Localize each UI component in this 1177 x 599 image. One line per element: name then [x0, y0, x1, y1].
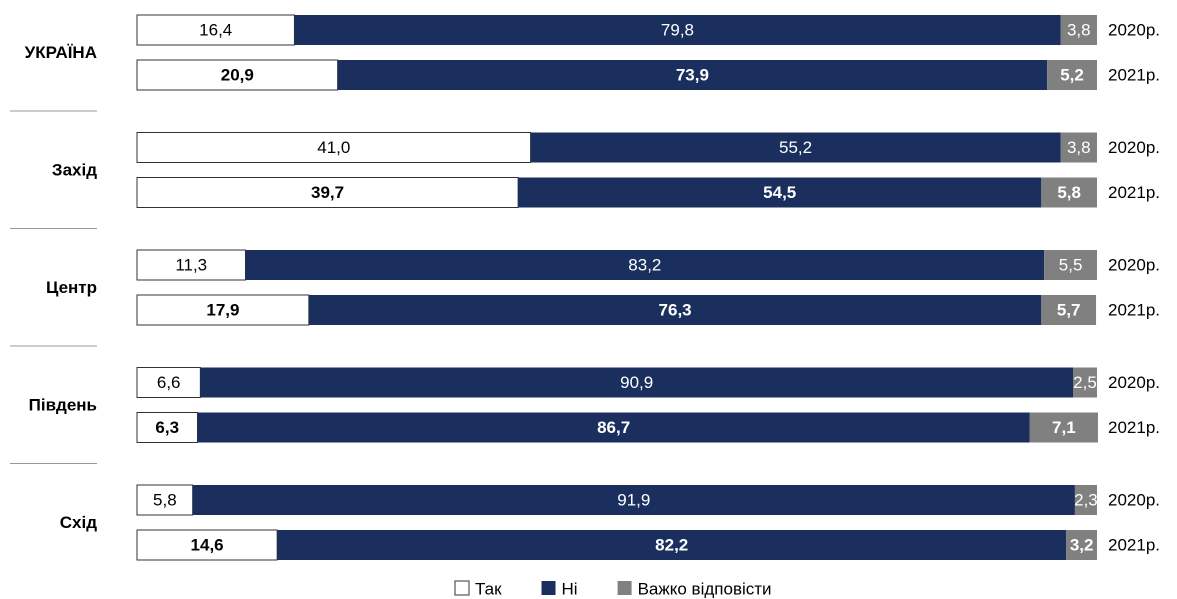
value-label: 41,0 — [317, 138, 350, 157]
value-label: 39,7 — [311, 183, 344, 202]
legend-label: Важко відповісти — [638, 580, 772, 599]
group-label: УКРАЇНА — [25, 43, 97, 62]
value-label: 5,7 — [1057, 301, 1081, 320]
value-label: 86,7 — [597, 418, 630, 437]
value-label: 5,8 — [153, 491, 177, 510]
legend-swatch — [454, 580, 470, 596]
bar-segment — [136, 412, 198, 443]
value-label: 5,2 — [1060, 66, 1084, 85]
year-label: 2020р. — [1108, 256, 1160, 275]
value-label: 3,8 — [1067, 138, 1091, 157]
bar-segment — [294, 15, 1061, 45]
value-label: 55,2 — [779, 138, 812, 157]
bar-segment — [136, 14, 295, 46]
bar-segment — [136, 132, 532, 163]
bar-segment — [1060, 132, 1097, 163]
bar-segment — [1044, 250, 1097, 280]
bar-segment — [136, 249, 246, 281]
value-label: 6,3 — [155, 418, 179, 437]
value-label: 14,6 — [191, 536, 224, 555]
value-label: 17,9 — [206, 301, 239, 320]
value-label: 16,4 — [199, 21, 232, 40]
bar-segment — [1029, 412, 1098, 443]
bar-segment — [1041, 177, 1097, 208]
value-label: 79,8 — [661, 21, 694, 40]
legend-swatch — [541, 581, 556, 595]
group-label: Схід — [60, 513, 97, 532]
bar-segment — [1066, 530, 1097, 560]
bar-segment — [192, 485, 1075, 515]
value-label: 2,3 — [1074, 491, 1098, 510]
value-label: 7,1 — [1052, 418, 1076, 437]
bar-segment — [308, 295, 1042, 325]
bar-segment — [197, 412, 1030, 443]
value-label: 76,3 — [659, 301, 692, 320]
year-label: 2021р. — [1108, 536, 1160, 555]
value-label: 90,9 — [620, 373, 653, 392]
bar-segment — [136, 294, 310, 326]
group-label: Центр — [46, 278, 97, 297]
legend-swatch — [617, 581, 632, 595]
group-label: Захід — [52, 161, 97, 180]
year-label: 2021р. — [1108, 183, 1160, 202]
bar-segment — [1074, 485, 1097, 515]
bar-segment — [200, 367, 1074, 398]
year-label: 2021р. — [1108, 66, 1160, 85]
bar-segment — [277, 530, 1067, 560]
bar-segment — [1060, 15, 1097, 45]
year-label: 2021р. — [1108, 418, 1160, 437]
value-label: 83,2 — [628, 256, 661, 275]
year-label: 2020р. — [1108, 138, 1160, 157]
bar-segment — [136, 177, 519, 208]
year-label: 2020р. — [1108, 373, 1160, 392]
bar-segment — [337, 60, 1048, 90]
value-label: 73,9 — [676, 66, 709, 85]
group-label: Південь — [29, 396, 97, 415]
value-label: 3,8 — [1067, 21, 1091, 40]
bar-segment — [136, 59, 339, 91]
value-label: 82,2 — [655, 536, 688, 555]
year-label: 2021р. — [1108, 301, 1160, 320]
value-label: 20,9 — [221, 66, 254, 85]
year-label: 2020р. — [1108, 21, 1160, 40]
bar-segment — [530, 132, 1061, 163]
value-label: 3,2 — [1070, 536, 1094, 555]
bar-segment — [136, 529, 278, 561]
legend-label: Ні — [562, 580, 578, 599]
value-label: 5,5 — [1059, 256, 1083, 275]
value-label: 91,9 — [617, 491, 650, 510]
legend-label: Так — [475, 580, 502, 599]
bar-segment — [518, 177, 1042, 208]
bar-segment — [136, 484, 194, 516]
value-label: 5,8 — [1057, 183, 1081, 202]
value-label: 11,3 — [175, 256, 207, 275]
year-label: 2020р. — [1108, 491, 1160, 510]
bar-segment — [1073, 367, 1097, 398]
bar-segment — [1041, 295, 1097, 325]
value-label: 54,5 — [763, 183, 796, 202]
bar-segment — [1047, 60, 1097, 90]
bar-segment — [136, 367, 201, 398]
value-label: 6,6 — [157, 373, 181, 392]
bar-segment — [245, 250, 1045, 280]
value-label: 2,5 — [1073, 373, 1097, 392]
